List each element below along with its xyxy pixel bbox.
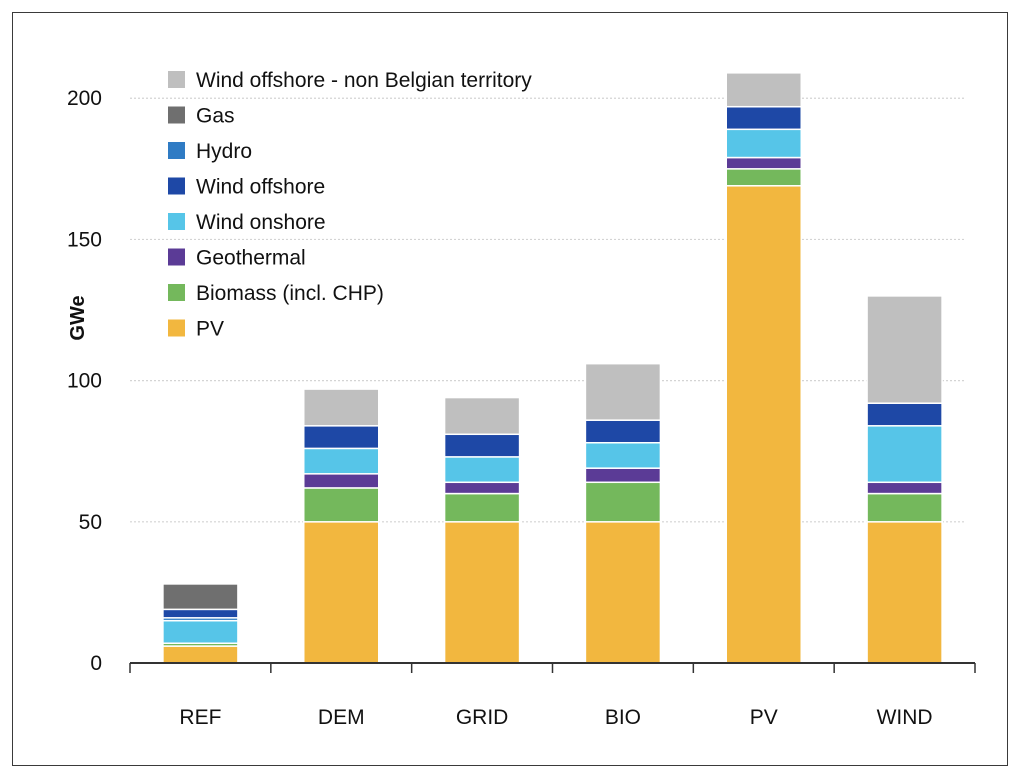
bar-pv-wind-offshore xyxy=(725,105,802,131)
bar-grid-geothermal xyxy=(443,481,521,495)
legend-swatch-biomass-incl-chp xyxy=(168,284,185,301)
bar-grid-pv xyxy=(443,521,521,664)
legend-label-wind-onshore: Wind onshore xyxy=(196,211,326,234)
bar-wind-pv xyxy=(866,521,943,664)
legend-swatch-wind-onshore xyxy=(168,213,185,230)
bar-dem-biomass-incl-chp xyxy=(303,487,380,523)
bar-grid-biomass-incl-chp xyxy=(443,492,521,523)
y-tick-label: 100 xyxy=(67,370,102,393)
bar-pv-biomass-incl-chp xyxy=(725,168,802,187)
bars xyxy=(162,72,943,664)
legend-swatch-pv xyxy=(168,319,185,337)
bar-ref-pv xyxy=(162,645,239,664)
legend-swatch-wind-offshore xyxy=(168,177,185,195)
bar-bio-wind-offshore xyxy=(584,419,662,444)
bar-dem-geothermal xyxy=(303,473,380,489)
bar-ref-gas xyxy=(162,583,239,611)
y-tick-label: 200 xyxy=(67,87,102,110)
legend-label-gas: Gas xyxy=(196,105,235,128)
legend-label-biomass-incl-chp: Biomass (incl. CHP) xyxy=(196,282,384,305)
bar-grid-wind-onshore xyxy=(443,456,521,484)
y-axis-label: GWe xyxy=(67,295,89,340)
bar-bio-wind-offshore-non-belgian-territory xyxy=(584,362,662,421)
x-tick-labels: REF DEM GRID BIO PV WIND xyxy=(129,663,976,729)
legend-swatch-gas xyxy=(168,106,185,124)
legend-swatch-hydro xyxy=(168,142,185,159)
bar-pv-pv xyxy=(725,185,802,664)
y-tick-labels: 0 50 100 150 200 xyxy=(67,87,102,675)
legend: Wind offshore - non Belgian territory Gas… xyxy=(168,69,532,341)
bar-grid-wind-offshore-non-belgian-territory xyxy=(443,396,521,436)
y-tick-label: 0 xyxy=(90,652,102,675)
bar-bio-pv xyxy=(584,521,662,664)
bar-pv-wind-onshore xyxy=(725,128,802,159)
x-tick-label-bio: BIO xyxy=(605,706,641,729)
gridlines xyxy=(130,97,965,523)
legend-swatch-wind-offshore-non-belgian-territory xyxy=(168,71,185,88)
bar-dem-wind-onshore xyxy=(303,447,380,475)
bar-dem-wind-offshore-non-belgian-territory xyxy=(303,388,380,427)
legend-label-wind-offshore-non-belgian-territory: Wind offshore - non Belgian territory xyxy=(196,69,532,92)
bar-pv-geothermal xyxy=(725,156,802,170)
bar-wind-geothermal xyxy=(866,481,943,495)
bar-bio-wind-onshore xyxy=(584,441,662,469)
bar-ref-wind-offshore xyxy=(162,608,239,619)
y-tick-label: 150 xyxy=(67,228,102,251)
legend-swatch-geothermal xyxy=(168,248,185,266)
x-tick-label-ref: REF xyxy=(179,706,221,729)
bar-pv-wind-offshore-non-belgian-territory xyxy=(725,72,802,108)
x-tick-label-grid: GRID xyxy=(456,706,509,729)
bar-bio-geothermal xyxy=(584,467,662,484)
bar-dem-wind-offshore xyxy=(303,425,380,450)
bar-wind-wind-onshore xyxy=(866,425,943,484)
legend-label-wind-offshore: Wind offshore xyxy=(196,176,325,199)
x-tick-label-dem: DEM xyxy=(318,706,365,729)
legend-label-pv: PV xyxy=(196,318,224,341)
bar-wind-wind-offshore xyxy=(866,402,943,427)
bar-grid-wind-offshore xyxy=(443,433,521,458)
bar-ref-wind-onshore xyxy=(162,619,239,644)
bar-bio-biomass-incl-chp xyxy=(584,481,662,523)
y-tick-label: 50 xyxy=(79,511,102,534)
bar-wind-wind-offshore-non-belgian-territory xyxy=(866,295,943,404)
bar-wind-biomass-incl-chp xyxy=(866,492,943,523)
x-tick-label-pv: PV xyxy=(750,706,778,729)
bar-dem-pv xyxy=(303,521,380,664)
x-tick-label-wind: WIND xyxy=(877,706,933,729)
legend-label-hydro: Hydro xyxy=(196,140,252,163)
legend-label-geothermal: Geothermal xyxy=(196,247,306,270)
